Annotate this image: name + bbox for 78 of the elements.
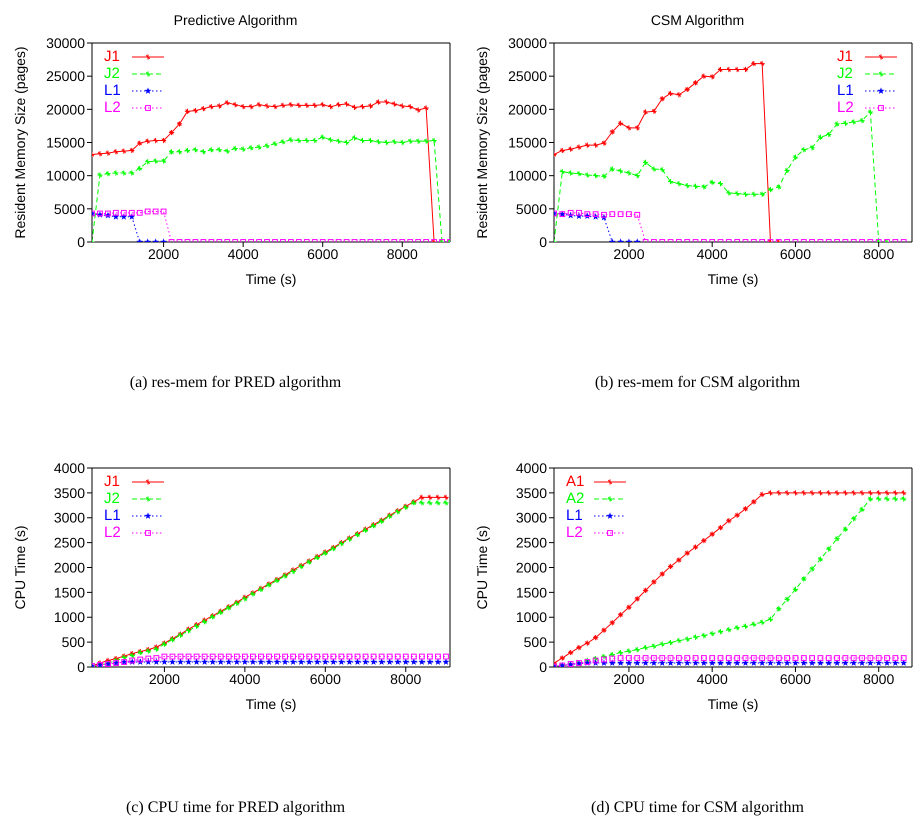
legend-label: A2 bbox=[566, 490, 586, 507]
legend-label: L2 bbox=[566, 524, 584, 541]
x-tick-label: 8000 bbox=[863, 670, 894, 687]
legend-label: L1 bbox=[104, 82, 122, 99]
legend-label: J1 bbox=[104, 48, 121, 65]
y-axis-title: CPU Time (s) bbox=[474, 526, 490, 610]
legend-label: L1 bbox=[566, 507, 584, 524]
legend-label: L1 bbox=[837, 82, 855, 99]
x-tick-label: 8000 bbox=[390, 670, 422, 687]
x-tick-label: 8000 bbox=[863, 246, 894, 262]
y-tick-label: 1500 bbox=[516, 584, 548, 600]
y-tick-label: 1000 bbox=[54, 609, 86, 626]
text: (d) CPU time for CSM algorithm bbox=[590, 799, 805, 817]
x-axis-title: Time (s) bbox=[708, 696, 758, 712]
y-tick-label: 25000 bbox=[508, 68, 548, 84]
x-tick-label: 4000 bbox=[696, 670, 728, 687]
x-tick-label: 2000 bbox=[613, 246, 645, 262]
y-tick-label: 25000 bbox=[46, 68, 86, 84]
text: (a) res-mem for PRED algorithm bbox=[128, 374, 342, 392]
x-tick-label: 8000 bbox=[386, 246, 418, 262]
x-tick-label: 2000 bbox=[148, 670, 180, 687]
legend-label: A1 bbox=[566, 473, 586, 490]
x-tick-label: 4000 bbox=[696, 246, 728, 262]
y-tick-label: 4000 bbox=[516, 460, 548, 476]
legend-label: L2 bbox=[104, 99, 122, 116]
y-tick-label: 1000 bbox=[516, 609, 548, 626]
legend-label: L2 bbox=[837, 99, 855, 116]
y-tick-label: 20000 bbox=[508, 101, 548, 118]
y-tick-label: 1500 bbox=[54, 584, 86, 600]
chart-title: Predictive Algorithm bbox=[172, 11, 298, 30]
y-tick-label: 3000 bbox=[516, 510, 548, 526]
legend-label: L1 bbox=[104, 507, 122, 524]
legend-label: L2 bbox=[104, 524, 122, 541]
x-axis-title: Time (s) bbox=[246, 696, 296, 712]
y-tick-label: 30000 bbox=[46, 34, 86, 51]
x-tick-label: 4000 bbox=[229, 670, 261, 687]
legend-label: J2 bbox=[104, 490, 121, 507]
y-tick-label: 3500 bbox=[54, 484, 86, 501]
y-tick-label: 20000 bbox=[46, 101, 86, 118]
y-tick-label: 500 bbox=[524, 634, 548, 650]
legend-label: J2 bbox=[104, 65, 121, 82]
y-axis-title: Resident Memory Size (pages) bbox=[12, 46, 28, 239]
x-tick-label: 6000 bbox=[307, 246, 338, 262]
y-tick-label: 4000 bbox=[54, 460, 86, 476]
y-tick-label: 0 bbox=[539, 658, 548, 675]
y-tick-label: 0 bbox=[77, 658, 86, 675]
legend-label: J2 bbox=[837, 65, 854, 82]
x-axis-title: Time (s) bbox=[246, 271, 296, 287]
y-tick-label: 15000 bbox=[508, 134, 548, 150]
y-axis-title: CPU Time (s) bbox=[12, 526, 28, 610]
chart-title: CSM Algorithm bbox=[650, 11, 746, 30]
x-tick-label: 6000 bbox=[310, 670, 342, 687]
x-tick-label: 6000 bbox=[780, 246, 812, 262]
y-tick-label: 0 bbox=[539, 234, 548, 250]
y-tick-label: 2000 bbox=[54, 559, 86, 576]
text: (b) res-mem for CSM algorithm bbox=[594, 374, 802, 392]
y-tick-label: 3500 bbox=[516, 484, 548, 501]
y-tick-label: 10000 bbox=[508, 168, 548, 184]
x-tick-label: 4000 bbox=[228, 246, 259, 262]
x-axis-title: Time (s) bbox=[708, 271, 758, 287]
y-tick-label: 3000 bbox=[54, 510, 86, 526]
x-tick-label: 2000 bbox=[148, 246, 180, 262]
legend-label: J1 bbox=[837, 48, 854, 65]
legend-label: J1 bbox=[104, 473, 121, 490]
text: (c) CPU time for PRED algorithm bbox=[124, 799, 346, 817]
y-tick-label: 5000 bbox=[516, 200, 548, 217]
y-tick-label: 500 bbox=[62, 634, 86, 650]
y-tick-label: 30000 bbox=[508, 34, 548, 51]
y-tick-label: 2500 bbox=[516, 534, 548, 551]
y-tick-label: 10000 bbox=[46, 168, 86, 184]
y-tick-label: 0 bbox=[77, 234, 86, 250]
y-tick-label: 2500 bbox=[54, 534, 86, 551]
y-tick-label: 15000 bbox=[46, 134, 86, 150]
x-tick-label: 2000 bbox=[613, 670, 645, 687]
y-tick-label: 5000 bbox=[54, 200, 86, 217]
y-axis-title: Resident Memory Size (pages) bbox=[474, 46, 490, 239]
y-tick-label: 2000 bbox=[516, 559, 548, 576]
x-tick-label: 6000 bbox=[780, 670, 812, 687]
